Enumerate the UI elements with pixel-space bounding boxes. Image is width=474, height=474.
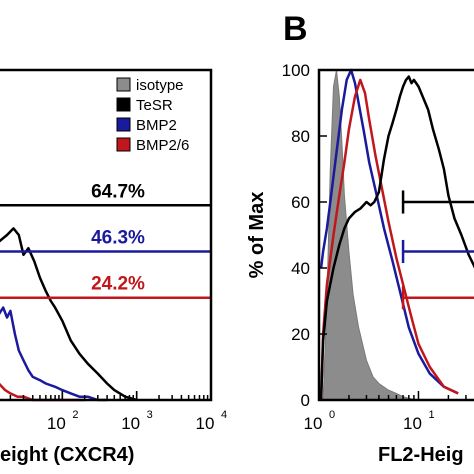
panel-a-legend-label: BMP2	[136, 117, 177, 134]
panel-a-series-bmp2	[0, 306, 108, 402]
panel-a-gate-label: 24.2%	[91, 274, 145, 295]
panel-b-series-isotype	[322, 69, 419, 401]
panel-b-x-tick-label: 10	[304, 414, 323, 433]
panel-a-x-axis-title: eight (CXCR4)	[0, 444, 134, 466]
panel-b-series-tesr	[319, 75, 474, 401]
panel-b-series-bmp2	[319, 68, 459, 395]
panel-b-x-axis-title: FL2-Heig	[378, 444, 464, 466]
panel-a-gate-label: 64.7%	[91, 181, 145, 202]
panel-a-legend: isotype TeSR BMP2 BMP2/6	[116, 77, 189, 154]
panel-a-series-tesr	[0, 227, 138, 402]
panel-b-letter: B	[283, 10, 308, 48]
panel-b-y-tick-label: 0	[301, 391, 310, 410]
panel-a-gate-label: 46.3%	[91, 228, 145, 249]
panel-a-x-tick-label: 10	[47, 414, 66, 433]
panel-b-y-tick-label: 60	[291, 193, 310, 212]
panel-a-x-tick-label: 10	[121, 414, 140, 433]
panel-b-y-tick-label: 40	[291, 259, 310, 278]
panel-a-plot-frame	[0, 68, 213, 402]
panel-a-legend-label: TeSR	[136, 97, 173, 114]
panel-a-legend-swatch	[116, 97, 131, 112]
panel-b-x-tick-label: 10	[403, 414, 422, 433]
panel-a-histogram: 64.7% 46.3% 24.2% 10 2 10 3 10 4 isotype TeSR BMP…	[0, 68, 227, 466]
panel-a-x-tick-label: 10	[196, 414, 215, 433]
panel-a-x-tick-exponent: 2	[72, 409, 78, 421]
panel-b-x-tick-exponent: 0	[329, 409, 335, 421]
panel-a-legend-label: isotype	[136, 77, 184, 94]
panel-a-legend-swatch	[116, 117, 131, 132]
panel-b-series-bmp2-6	[319, 78, 459, 401]
panel-b-y-tick-label: 100	[282, 61, 310, 80]
panel-a-x-tick-exponent: 4	[221, 409, 227, 421]
panel-b-x-tick-exponent: 1	[428, 409, 434, 421]
panel-a-legend-swatch	[116, 137, 131, 152]
panel-a-x-tick-exponent: 3	[147, 409, 153, 421]
panel-b-y-axis-title: % of Max	[246, 192, 268, 279]
panel-b-y-tick-label: 80	[291, 127, 310, 146]
panel-a-legend-label: BMP2/6	[136, 137, 189, 154]
panel-a-legend-swatch	[116, 77, 131, 92]
panel-b-y-tick-label: 20	[291, 325, 310, 344]
panel-a-series-bmp2-6	[0, 382, 85, 402]
